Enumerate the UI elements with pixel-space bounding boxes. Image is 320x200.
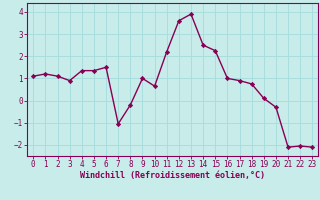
X-axis label: Windchill (Refroidissement éolien,°C): Windchill (Refroidissement éolien,°C) [80,171,265,180]
